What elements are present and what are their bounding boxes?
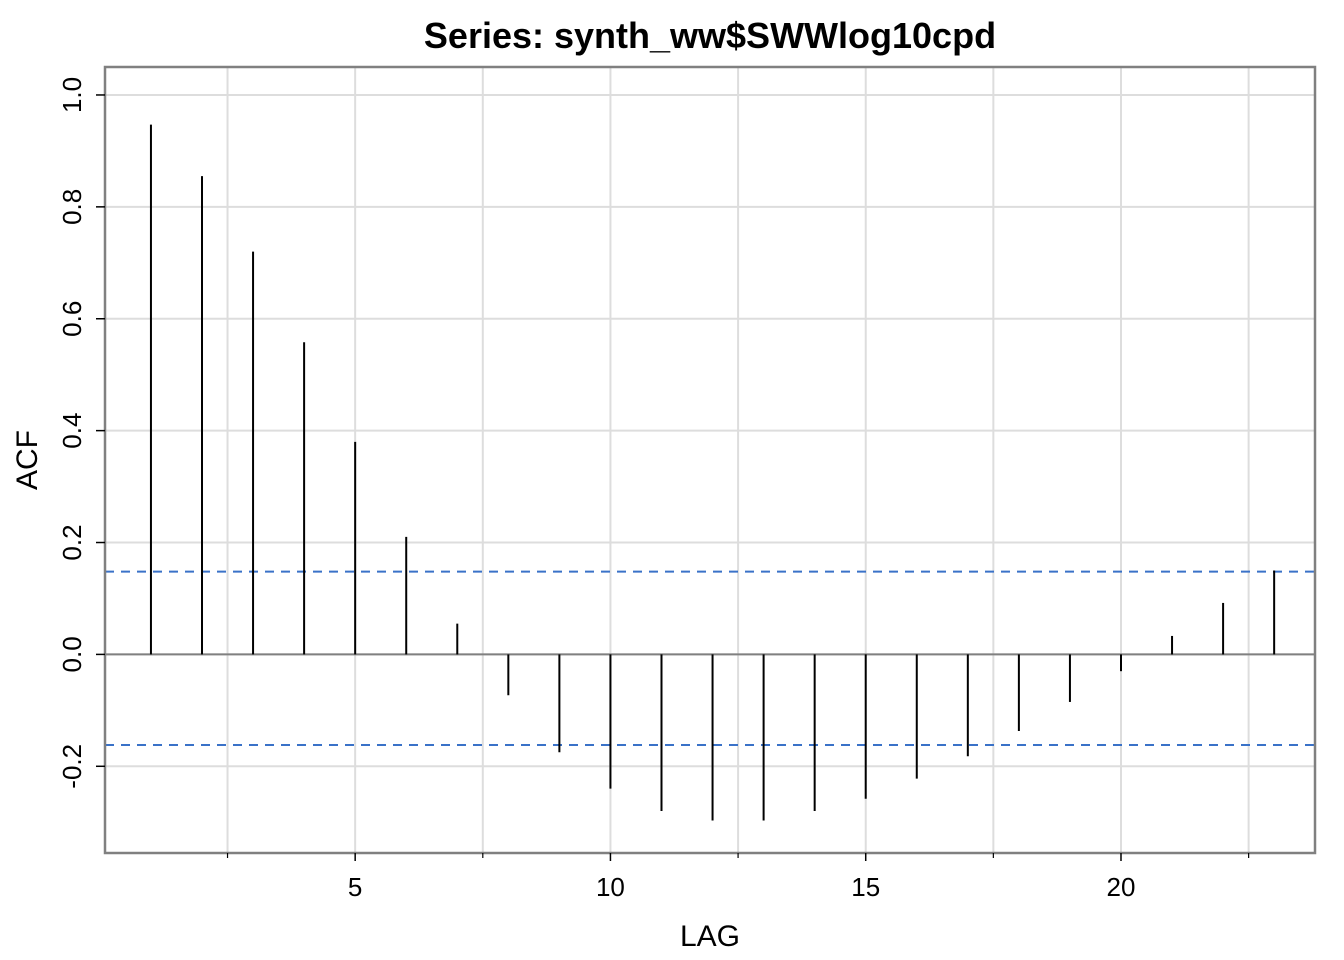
y-tick-label: 0.0: [57, 636, 87, 672]
x-tick-label: 20: [1107, 872, 1136, 902]
grid-layer: [105, 67, 1315, 853]
y-tick-label: 0.6: [57, 301, 87, 337]
y-tick-label: 0.4: [57, 413, 87, 449]
x-tick-label: 5: [348, 872, 362, 902]
y-axis-label: ACF: [11, 430, 44, 490]
acf-spikes: [149, 124, 1276, 821]
x-tick-label: 15: [851, 872, 880, 902]
x-axis-label: LAG: [680, 920, 740, 953]
y-tick-label: -0.2: [57, 744, 87, 789]
confidence-bounds: [105, 570, 1315, 747]
axis-ticks: 5 10 15 20 -0.2 0.0 0.2 0.4 0.6 0.8 1.0: [57, 77, 1250, 902]
y-tick-label: 1.0: [57, 77, 87, 113]
y-tick-label: 0.8: [57, 189, 87, 225]
x-tick-label: 10: [596, 872, 625, 902]
plot-frame: [103, 65, 1317, 855]
y-tick-label: 0.2: [57, 524, 87, 560]
chart-title: Series: synth_ww$SWWlog10cpd: [424, 15, 996, 56]
